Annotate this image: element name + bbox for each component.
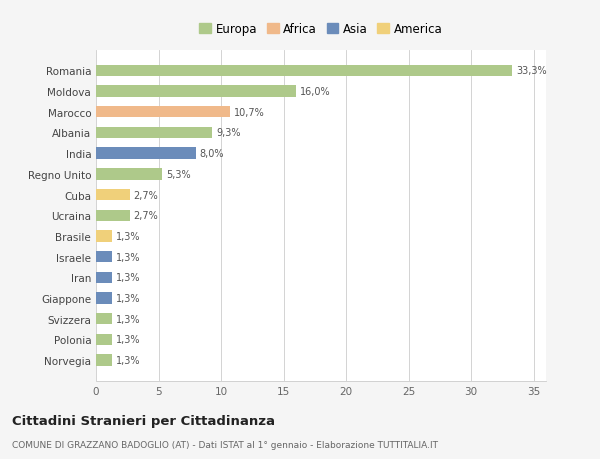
Bar xyxy=(96,272,112,283)
Text: 1,3%: 1,3% xyxy=(116,273,140,283)
Bar xyxy=(96,252,112,263)
Bar xyxy=(96,293,112,304)
Bar xyxy=(96,107,230,118)
Bar xyxy=(96,231,112,242)
Text: 33,3%: 33,3% xyxy=(516,66,547,76)
Bar xyxy=(96,66,512,77)
Bar xyxy=(96,148,196,159)
Text: 10,7%: 10,7% xyxy=(233,107,264,118)
Bar xyxy=(96,355,112,366)
Bar xyxy=(96,210,130,221)
Text: 9,3%: 9,3% xyxy=(216,128,241,138)
Text: COMUNE DI GRAZZANO BADOGLIO (AT) - Dati ISTAT al 1° gennaio - Elaborazione TUTTI: COMUNE DI GRAZZANO BADOGLIO (AT) - Dati … xyxy=(12,441,438,449)
Bar xyxy=(96,190,130,201)
Text: 1,3%: 1,3% xyxy=(116,335,140,345)
Text: 1,3%: 1,3% xyxy=(116,355,140,365)
Bar xyxy=(96,86,296,97)
Text: 1,3%: 1,3% xyxy=(116,293,140,303)
Text: 1,3%: 1,3% xyxy=(116,314,140,324)
Text: 2,7%: 2,7% xyxy=(133,211,158,221)
Text: Cittadini Stranieri per Cittadinanza: Cittadini Stranieri per Cittadinanza xyxy=(12,414,275,428)
Text: 2,7%: 2,7% xyxy=(133,190,158,200)
Legend: Europa, Africa, Asia, America: Europa, Africa, Asia, America xyxy=(199,23,443,36)
Text: 1,3%: 1,3% xyxy=(116,252,140,262)
Bar xyxy=(96,313,112,325)
Text: 5,3%: 5,3% xyxy=(166,169,191,179)
Bar xyxy=(96,169,162,180)
Text: 8,0%: 8,0% xyxy=(200,149,224,159)
Text: 16,0%: 16,0% xyxy=(300,87,331,97)
Bar xyxy=(96,128,212,139)
Bar xyxy=(96,334,112,345)
Text: 1,3%: 1,3% xyxy=(116,231,140,241)
